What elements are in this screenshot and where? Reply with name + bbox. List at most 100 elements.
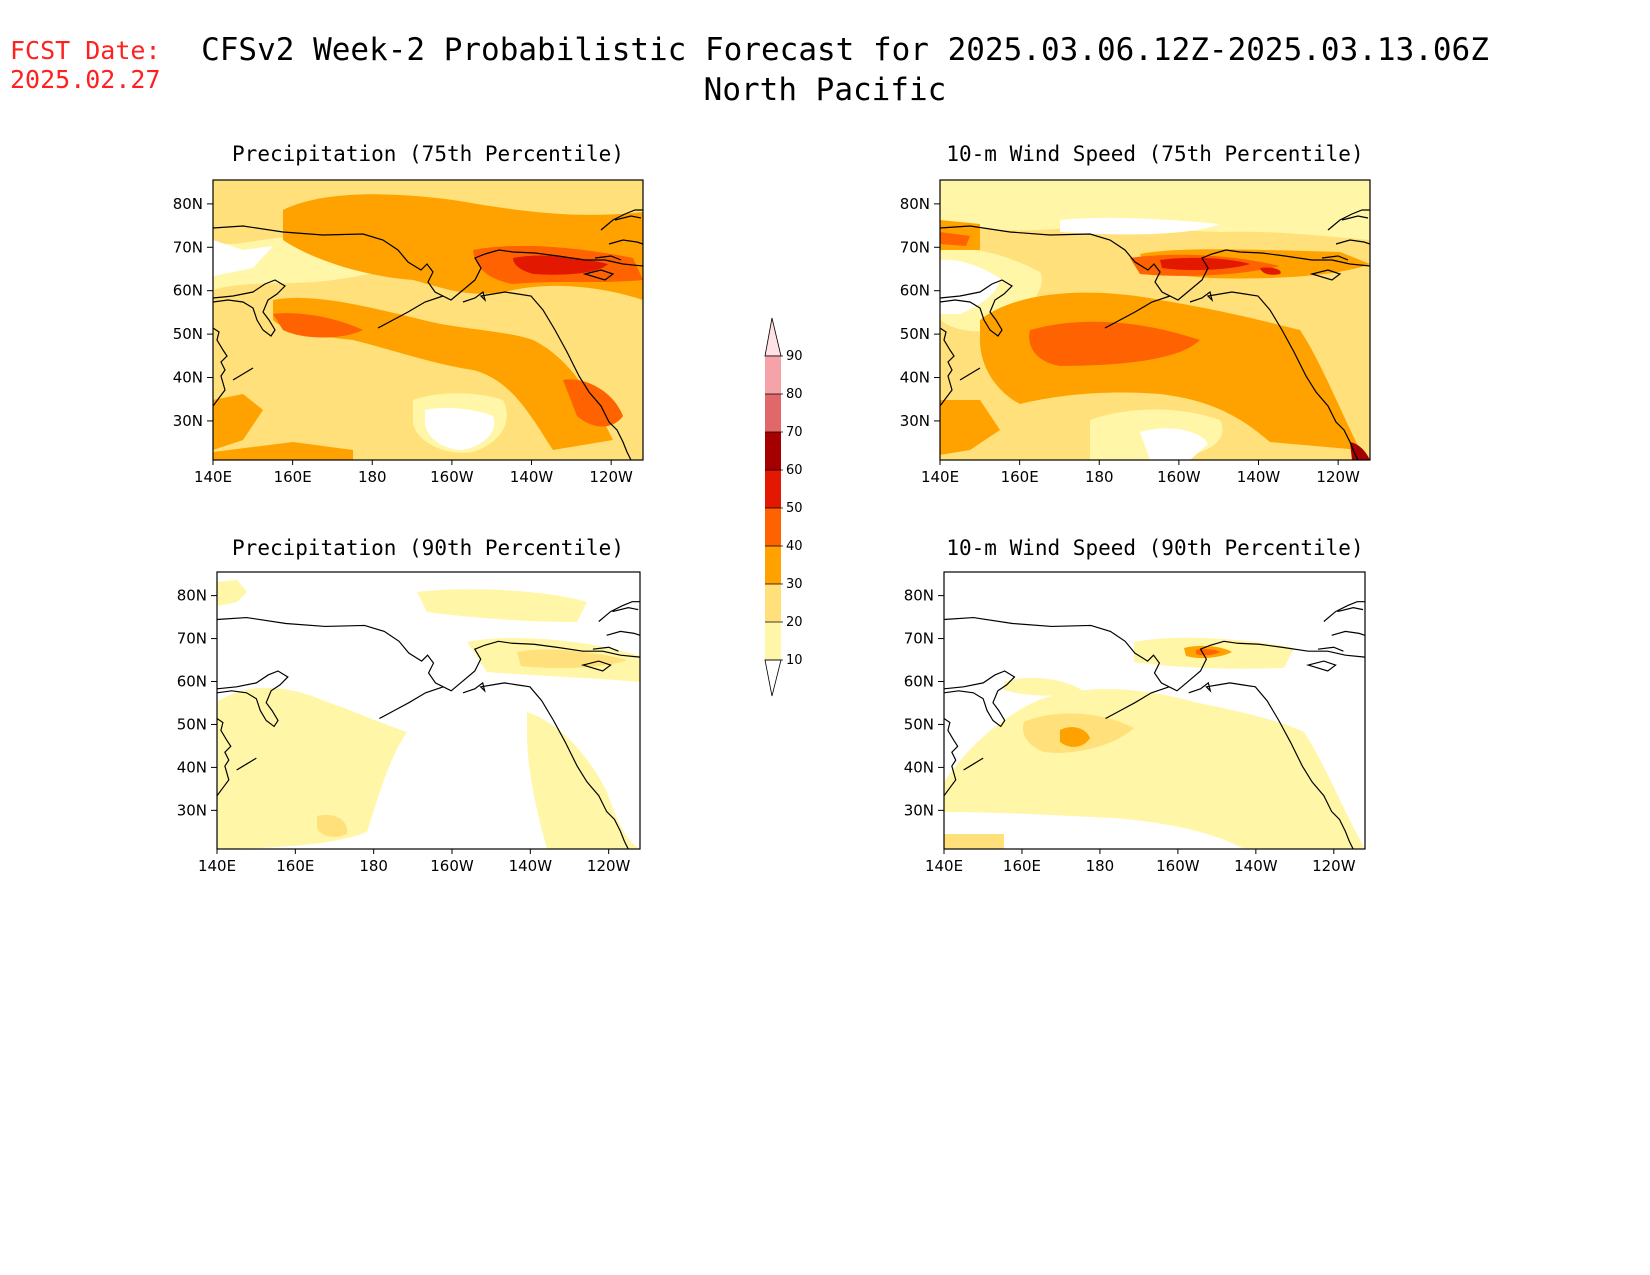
y-tick-label: 80N: [900, 195, 930, 213]
colorbar-tick-label: 40: [786, 539, 803, 554]
x-tick-label: 160W: [430, 857, 474, 875]
map-precip-90: [216, 571, 641, 850]
map-wind-90: [943, 571, 1366, 850]
y-tick-label: 40N: [904, 758, 934, 776]
x-tick-label: 120W: [587, 857, 631, 875]
map-wind-75: [939, 179, 1371, 461]
shading-yellow-patches: [944, 713, 1134, 849]
figure-title-line1: CFSv2 Week-2 Probabilistic Forecast for …: [201, 32, 1489, 68]
x-tick-label: 140W: [1237, 468, 1281, 486]
y-tick-label: 50N: [900, 325, 930, 343]
shading-blank-south: [425, 408, 495, 450]
y-tick-label: 30N: [173, 412, 203, 430]
shading-light-corner: [217, 580, 247, 606]
colorbar-tick-label: 30: [786, 577, 803, 592]
x-tick-label: 140E: [925, 857, 963, 875]
shading-red-patches: [273, 313, 623, 427]
y-tick-label: 70N: [900, 238, 930, 256]
colorbar-bin-80-90: [765, 356, 781, 394]
colorbar-tick-label: 50: [786, 501, 803, 516]
x-tick-label: 160E: [1001, 468, 1039, 486]
forecast-date-label: FCST Date:: [10, 36, 161, 65]
map-precip-75: [212, 179, 644, 461]
panel-title-wind-90: 10-m Wind Speed (90th Percentile): [946, 536, 1364, 560]
colorbar-tick-label: 20: [786, 615, 803, 630]
shading-light-north: [940, 180, 1370, 240]
shading-darkred-arctic: [1160, 257, 1281, 275]
y-tick-label: 40N: [177, 758, 207, 776]
y-tick-label: 60N: [177, 673, 207, 691]
y-tick-label: 50N: [904, 715, 934, 733]
forecast-date-block: FCST Date: 2025.02.27: [10, 36, 161, 94]
colorbar-bin-70-80: [765, 394, 781, 432]
panel-title-wind-75: 10-m Wind Speed (75th Percentile): [946, 142, 1364, 166]
x-tick-label: 140E: [198, 857, 236, 875]
colorbar-bin-50-60: [765, 470, 781, 508]
y-tick-label: 40N: [900, 369, 930, 387]
x-tick-label: 160E: [1003, 857, 1041, 875]
colorbar-tick-label: 10: [786, 653, 803, 668]
shading-blank-south: [1140, 428, 1208, 460]
y-tick-label: 40N: [173, 369, 203, 387]
x-tick-label: 120W: [1312, 857, 1356, 875]
colorbar-bin-30-40: [765, 546, 781, 584]
y-tick-label: 60N: [173, 282, 203, 300]
forecast-date-value: 2025.02.27: [10, 65, 161, 94]
colorbar-tick-label: 70: [786, 425, 803, 440]
shading-light-west: [217, 687, 407, 849]
panel-title-precip-75: Precipitation (75th Percentile): [232, 142, 624, 166]
shading-red-pacific: [1029, 321, 1200, 366]
colorbar: 10 20 30 40 50 60 70 80 90: [764, 317, 803, 697]
y-tick-label: 60N: [900, 282, 930, 300]
shading-blank-areas: [940, 217, 1220, 314]
y-tick-label: 30N: [177, 801, 207, 819]
shading-orange-belt: [273, 297, 613, 450]
x-tick-label: 120W: [589, 468, 633, 486]
shading-darkest-baja: [1350, 442, 1370, 460]
y-tick-label: 50N: [173, 325, 203, 343]
axis-labels: 140E 160E 180 160W 140W 120W 80N 70N 60N 50N 40N 30…: [173, 195, 1360, 875]
y-tick-label: 30N: [900, 412, 930, 430]
x-tick-label: 140W: [510, 468, 554, 486]
y-tick-label: 60N: [904, 673, 934, 691]
x-tick-label: 160W: [1156, 857, 1200, 875]
colorbar-bottom-arrow: [764, 659, 782, 697]
x-tick-label: 140E: [194, 468, 232, 486]
figure-title: CFSv2 Week-2 Probabilistic Forecast for …: [0, 30, 1650, 110]
x-tick-label: 140W: [1234, 857, 1278, 875]
y-tick-label: 30N: [904, 801, 934, 819]
colorbar-bin-60-70: [765, 432, 781, 470]
colorbar-bin-10-20: [765, 622, 781, 660]
figure-title-line2: North Pacific: [703, 72, 947, 108]
colorbar-top-arrow: [764, 317, 782, 357]
x-tick-label: 180: [359, 857, 388, 875]
shading-orange-west: [213, 394, 353, 460]
colorbar-bin-20-30: [765, 584, 781, 622]
x-tick-label: 180: [1085, 468, 1114, 486]
y-tick-label: 70N: [177, 630, 207, 648]
x-tick-label: 180: [1086, 857, 1115, 875]
y-tick-label: 70N: [904, 630, 934, 648]
x-tick-label: 160W: [1157, 468, 1201, 486]
x-tick-label: 180: [358, 468, 387, 486]
panel-title-precip-90: Precipitation (90th Percentile): [232, 536, 624, 560]
x-tick-label: 160E: [276, 857, 314, 875]
y-tick-label: 50N: [177, 715, 207, 733]
y-tick-label: 80N: [904, 587, 934, 605]
shading-light-coast: [527, 712, 640, 849]
x-tick-label: 160W: [430, 468, 474, 486]
colorbar-ticks: 10 20 30 40 50 60 70 80 90: [765, 349, 803, 668]
colorbar-tick-label: 90: [786, 349, 803, 364]
x-tick-label: 120W: [1316, 468, 1360, 486]
shading-orange-patches: [1060, 645, 1232, 747]
x-tick-label: 140E: [921, 468, 959, 486]
x-tick-label: 140W: [509, 857, 553, 875]
y-tick-label: 80N: [173, 195, 203, 213]
colorbar-bin-40-50: [765, 508, 781, 546]
colorbar-tick-label: 80: [786, 387, 803, 402]
y-tick-label: 70N: [173, 238, 203, 256]
x-tick-label: 160E: [274, 468, 312, 486]
colorbar-tick-label: 60: [786, 463, 803, 478]
y-tick-label: 80N: [177, 587, 207, 605]
